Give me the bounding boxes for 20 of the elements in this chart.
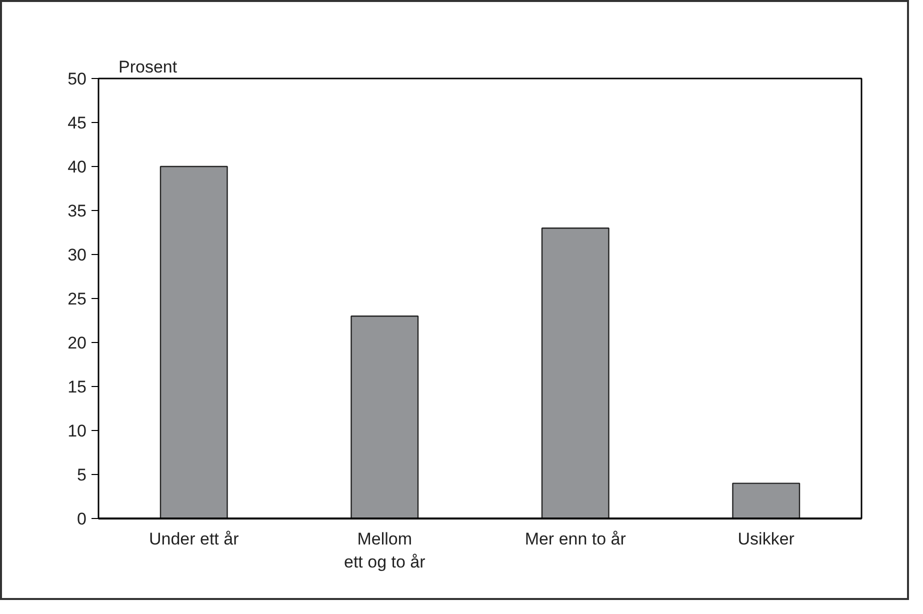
y-tick-label: 25	[68, 290, 87, 308]
y-tick-label: 40	[68, 158, 87, 176]
bar	[160, 166, 228, 518]
y-tick-label: 30	[68, 246, 87, 264]
x-tick-label: Mellom ett og to år	[344, 530, 426, 572]
x-tick-label: Under ett år	[148, 530, 240, 548]
y-tick-label: 0	[77, 510, 87, 528]
bar	[541, 228, 610, 518]
x-tick-label: Mer enn to år	[524, 530, 626, 548]
y-tick-label: 50	[68, 70, 87, 88]
y-axis-title: Prosent	[118, 58, 178, 76]
bar	[732, 482, 800, 518]
y-tick-label: 10	[68, 422, 87, 440]
y-tick-label: 15	[68, 378, 87, 396]
y-tick-label: 20	[68, 334, 87, 352]
y-tick-label: 35	[68, 202, 87, 220]
bar	[350, 316, 419, 518]
x-tick-label: Usikker	[738, 530, 795, 548]
y-tick-label: 45	[68, 114, 87, 132]
y-tick-label: 5	[77, 466, 87, 484]
